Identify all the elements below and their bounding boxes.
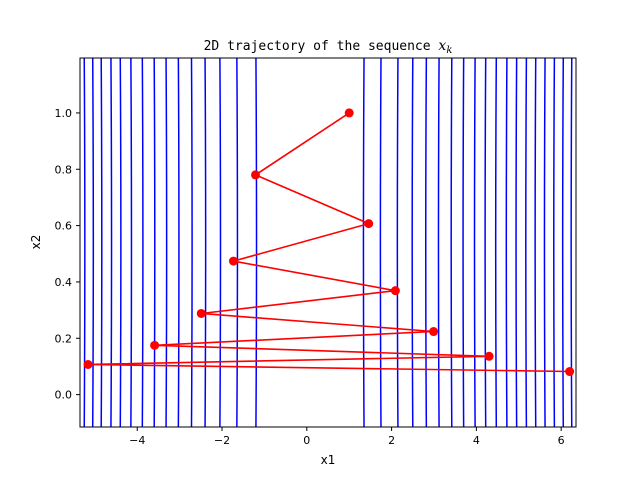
contour-line: [362, 58, 365, 427]
contour-line: [484, 58, 487, 427]
chart-title-text: 2D trajectory of the sequence: [204, 39, 439, 54]
contour-line: [204, 58, 207, 427]
x-tick-label: 4: [473, 434, 480, 447]
contour-line: [534, 58, 537, 427]
contour-line: [130, 58, 133, 427]
trajectory-point: [228, 256, 238, 266]
trajectory-point: [364, 219, 374, 229]
contour-line: [494, 58, 498, 427]
contour-line: [119, 58, 122, 427]
contour-line: [425, 58, 428, 427]
contour-line: [219, 58, 222, 427]
y-axis: 0.0 0.2 0.4 0.6 0.8 1.0: [55, 107, 80, 402]
contour-line: [553, 58, 556, 427]
x-tick-label: −2: [214, 434, 230, 447]
x-axis: −4 −2 0 2 4 6: [129, 427, 565, 447]
chart-title-variable: x: [438, 38, 446, 54]
contour-line: [91, 58, 95, 427]
contour-line: [153, 58, 156, 427]
plot-frame: [79, 57, 577, 428]
contour-line: [236, 58, 239, 427]
contour-line: [177, 58, 180, 427]
trajectory-point: [196, 308, 206, 318]
x-axis-label: x1: [321, 453, 336, 467]
y-axis-label: x2: [29, 235, 43, 250]
x-tick-label: −4: [129, 434, 145, 447]
contour-line: [543, 58, 546, 427]
trajectory-point: [83, 359, 93, 369]
contour-lines: [83, 58, 573, 427]
contour-line: [525, 58, 528, 427]
contour-line: [110, 58, 113, 427]
contour-line: [379, 58, 382, 427]
trajectory-point: [390, 286, 400, 296]
contour-line: [515, 58, 518, 427]
contour-line: [505, 58, 508, 427]
y-tick-label: 0.6: [55, 220, 73, 233]
x-tick-label: 6: [558, 434, 565, 447]
contour-line: [450, 58, 453, 427]
trajectory-point: [251, 170, 261, 180]
contour-line: [570, 58, 573, 427]
contour-line: [411, 58, 414, 427]
contour-line: [437, 58, 440, 427]
contour-line: [190, 58, 193, 427]
y-tick-label: 0.8: [55, 163, 73, 176]
x-tick-label: 0: [303, 434, 310, 447]
chart-title-subscript: k: [446, 45, 452, 56]
trajectory: [83, 108, 575, 377]
contour-line: [255, 58, 258, 427]
contour-line: [473, 58, 476, 427]
trajectory-point: [484, 351, 494, 361]
trajectory-point: [565, 367, 575, 377]
trajectory-point: [344, 108, 354, 118]
contour-line: [83, 58, 86, 427]
x-tick-label: 2: [388, 434, 395, 447]
trajectory-point: [429, 327, 439, 337]
y-tick-label: 0.4: [55, 276, 73, 289]
y-tick-label: 0.0: [55, 389, 73, 402]
y-tick-label: 0.2: [55, 332, 73, 345]
contour-line: [165, 58, 168, 427]
contour-line: [396, 58, 399, 427]
contour-line: [462, 58, 465, 427]
y-tick-label: 1.0: [55, 107, 73, 120]
chart-title: 2D trajectory of the sequence xk: [204, 38, 453, 56]
contour-line: [141, 58, 144, 427]
contour-line: [561, 58, 565, 427]
contour-line: [100, 58, 103, 427]
trajectory-point: [150, 340, 160, 350]
